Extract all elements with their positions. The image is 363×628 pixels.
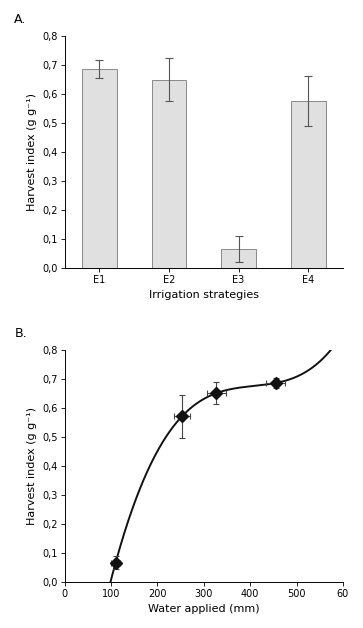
Y-axis label: Harvest index (g g⁻¹): Harvest index (g g⁻¹): [26, 407, 37, 524]
Text: A.: A.: [15, 13, 26, 26]
X-axis label: Water applied (mm): Water applied (mm): [148, 604, 260, 614]
Text: B.: B.: [15, 327, 27, 340]
Bar: [221, 249, 256, 268]
X-axis label: Irrigation strategies: Irrigation strategies: [149, 290, 259, 300]
Bar: [291, 101, 326, 268]
Y-axis label: Harvest index (g g⁻¹): Harvest index (g g⁻¹): [26, 93, 37, 210]
Bar: [82, 69, 117, 268]
Bar: [151, 80, 186, 268]
